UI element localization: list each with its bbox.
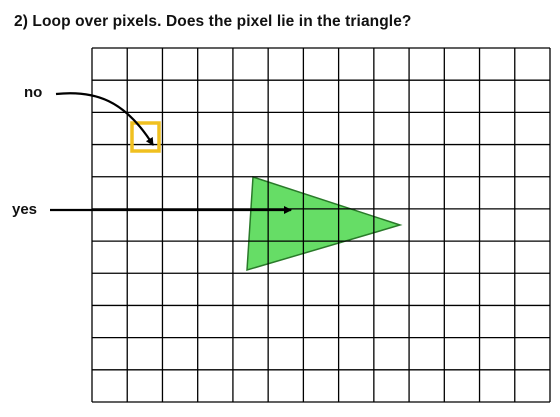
label-no: no — [24, 84, 43, 101]
page-title: 2) Loop over pixels. Does the pixel lie … — [14, 13, 412, 30]
arrow-no — [55, 92, 154, 146]
outside-pixel-highlight — [130, 121, 161, 153]
label-yes: yes — [12, 201, 38, 218]
triangle — [246, 175, 403, 272]
pixel-grid — [91, 47, 551, 403]
